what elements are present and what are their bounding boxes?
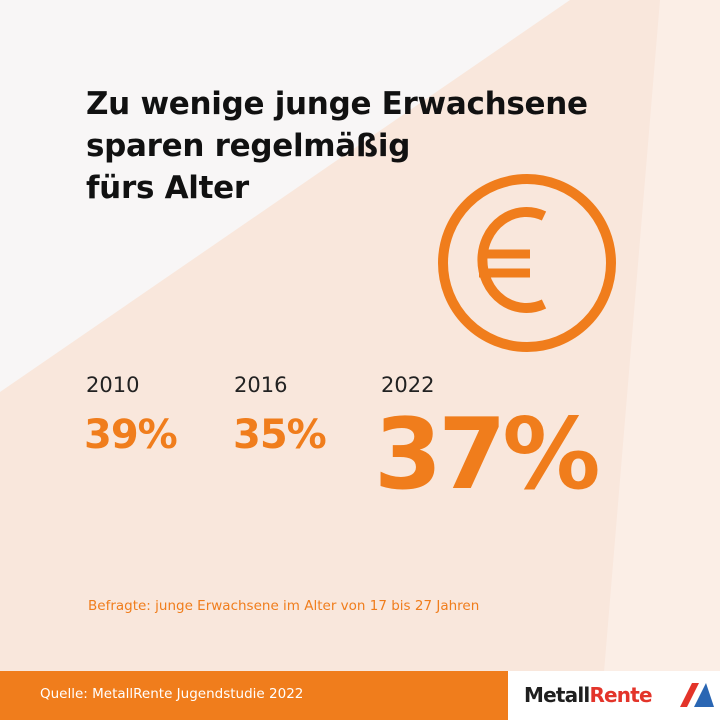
respondents-note: Befragte: junge Erwachsene im Alter von … (88, 598, 480, 614)
metallrente-logo: MetallRente (508, 671, 720, 720)
value-2022: 37% (374, 398, 601, 512)
logo-wordmark: MetallRente (524, 683, 653, 707)
value-2010: 39% (84, 412, 178, 458)
euro-icon (438, 174, 616, 352)
footer-bar: Quelle: MetallRente Jugendstudie 2022 Me… (0, 671, 720, 720)
title-line-2: sparen regelmäßig (86, 128, 411, 164)
logo-word-rente: Rente (589, 683, 652, 707)
logo-word-metall: Metall (524, 683, 590, 707)
value-2016: 35% (233, 412, 327, 458)
logo-mark-icon (680, 683, 714, 707)
year-label-2016: 2016 (234, 373, 288, 397)
year-label-2010: 2010 (86, 373, 140, 397)
year-label-2022: 2022 (381, 373, 435, 397)
source-text: Quelle: MetallRente Jugendstudie 2022 (40, 686, 304, 702)
title-line-1: Zu wenige junge Erwachsene (86, 86, 588, 122)
page-title: Zu wenige junge Erwachsene sparen regelm… (86, 83, 588, 209)
title-line-3: fürs Alter (86, 170, 249, 206)
